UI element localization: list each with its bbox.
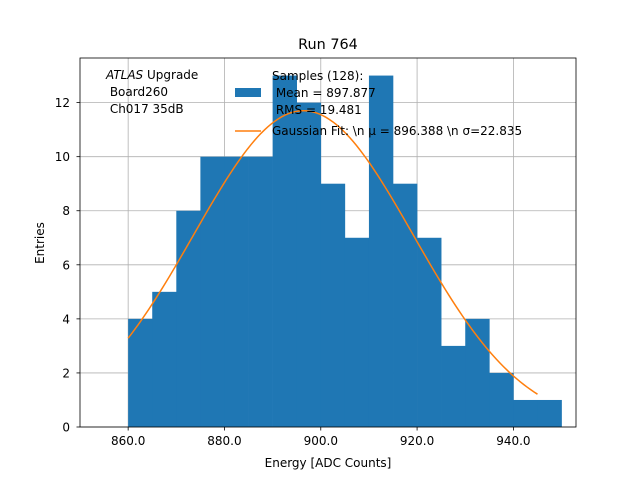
histogram-bar-16 — [513, 399, 538, 427]
legend-swatch-samples — [235, 88, 261, 97]
histogram-bar-0 — [128, 318, 153, 427]
histogram-bar-1 — [152, 291, 177, 427]
histogram-bars — [128, 75, 562, 428]
y-axis-ticks: 0 2 4 6 8 10 12 — [55, 96, 80, 435]
y-tick-label-5: 10 — [55, 150, 70, 164]
y-tick-label-3: 6 — [62, 258, 70, 272]
histogram-bar-14 — [465, 318, 490, 427]
histogram-bar-6 — [272, 75, 297, 428]
atlas-annotation: ATLAS Upgrade Board260 Ch017 35dB — [105, 68, 198, 116]
annotation-italic: ATLAS — [105, 68, 144, 82]
x-tick-label-0: 860.0 — [111, 434, 145, 448]
x-tick-label-2: 900.0 — [304, 434, 338, 448]
annotation-board: Board260 — [106, 85, 168, 99]
x-tick-label-3: 920.0 — [400, 434, 434, 448]
y-tick-label-2: 4 — [62, 312, 70, 326]
y-tick-label-4: 8 — [62, 204, 70, 218]
histogram-bar-17 — [537, 399, 562, 427]
x-axis-ticks: 860.0 880.0 900.0 920.0 940.0 — [111, 427, 531, 448]
histogram-bar-2 — [176, 210, 201, 427]
chart-title: Run 764 — [298, 37, 358, 53]
histogram-bar-8 — [320, 183, 346, 427]
legend-fit-label: Gaussian Fit: \n μ = 896.388 \n σ=22.835 — [272, 124, 522, 138]
histogram-bar-7 — [296, 102, 322, 427]
annotation-channel: Ch017 35dB — [106, 102, 184, 116]
y-tick-label-1: 2 — [62, 366, 70, 380]
plot-frame — [79, 57, 577, 428]
legend-samples-line3: RMS = 19.481 — [272, 103, 362, 117]
y-tick-label-6: 12 — [55, 96, 70, 110]
legend-samples-line2: Mean = 897.877 — [272, 86, 376, 100]
histogram-bar-5 — [248, 156, 273, 427]
histogram-bar-10 — [368, 75, 394, 428]
histogram-bar-3 — [200, 156, 225, 427]
y-tick-label-0: 0 — [62, 421, 70, 435]
x-tick-label-1: 880.0 — [207, 434, 241, 448]
x-tick-label-4: 940.0 — [496, 434, 530, 448]
svg-text:ATLAS Upgrade: ATLAS Upgrade — [105, 68, 198, 82]
histogram-bar-9 — [344, 237, 370, 427]
gaussian-fit-line — [127, 109, 538, 395]
histogram-bar-11 — [393, 183, 418, 427]
legend: Samples (128): Mean = 897.877 RMS = 19.4… — [235, 69, 522, 138]
legend-samples-line1: Samples (128): — [272, 69, 363, 83]
y-axis-label: Entries — [33, 222, 47, 264]
histogram-bar-12 — [417, 237, 442, 427]
histogram-bar-15 — [489, 372, 514, 427]
x-axis-label: Energy [ADC Counts] — [265, 456, 392, 470]
histogram-bar-4 — [224, 156, 249, 427]
annotation-upgrade: Upgrade — [143, 68, 198, 82]
histogram-bar-13 — [441, 345, 466, 427]
